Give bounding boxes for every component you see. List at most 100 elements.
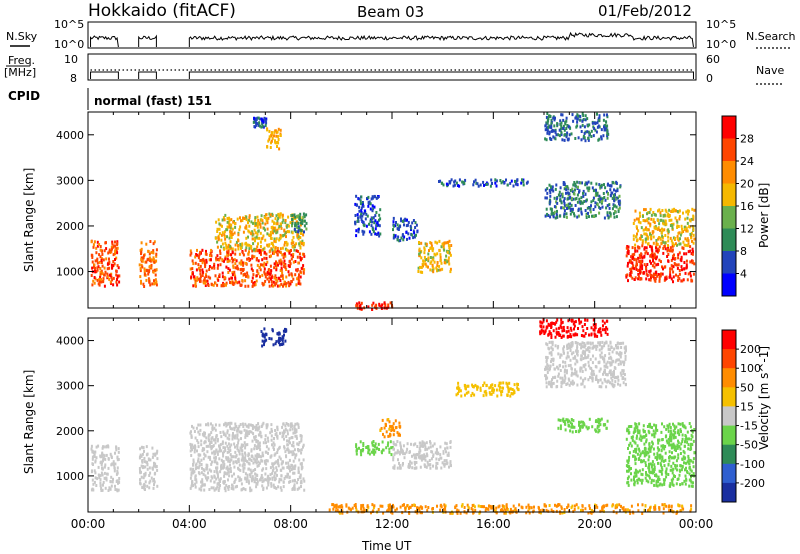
heatmap-cell [599,184,602,188]
heatmap-cell [545,126,548,130]
heatmap-cell [254,454,257,458]
heatmap-cell [678,277,681,281]
heatmap-cell [587,180,590,184]
heatmap-cell [205,476,207,480]
heatmap-cell [227,422,230,426]
heatmap-cell [652,218,655,222]
heatmap-cell [233,472,235,476]
heatmap-cell [278,224,281,228]
heatmap-cell [291,221,294,225]
heatmap-cell [613,204,616,208]
heatmap-cell [277,464,280,468]
heatmap-cell [400,447,402,451]
heatmap-cell [299,218,301,221]
heatmap-cell [221,258,224,262]
heatmap-cell [208,456,211,459]
heatmap-cell [199,428,202,432]
freq-tick-top: 10 [64,53,78,66]
heatmap-cell [661,468,664,472]
heatmap-cell [224,472,227,476]
heatmap-cell [545,319,548,323]
heatmap-cell [647,458,650,462]
heatmap-cell [604,328,606,332]
heatmap-cell [269,146,272,149]
heatmap-cell [586,355,589,359]
heatmap-cell [284,221,287,224]
heatmap-cell [248,473,251,477]
heatmap-cell [273,447,275,451]
heatmap-cell [270,233,272,237]
heatmap-cell [413,466,416,470]
heatmap-cell [424,455,427,459]
heatmap-cell [383,301,386,305]
heatmap-cell [681,268,683,272]
heatmap-cell [267,139,270,143]
heatmap-cell [270,427,273,431]
heatmap-cell [110,245,113,249]
heatmap-cell [250,245,253,248]
heatmap-cell [192,460,195,464]
heatmap-cell [257,422,260,426]
heatmap-cell [267,451,269,455]
heatmap-cell [292,486,295,490]
heatmap-cell [390,429,393,432]
heatmap-cell [268,135,271,139]
heatmap-cell [681,279,684,283]
heatmap-cell [596,420,599,424]
heatmap-cell [599,353,602,357]
heatmap-cell [545,116,548,119]
heatmap-cell [287,448,290,452]
heatmap-cell [216,450,219,454]
heatmap-cell [390,425,393,429]
heatmap-cell [692,217,695,221]
heatmap-cell [225,245,228,249]
heatmap-cell [618,203,621,207]
heatmap-cell [242,487,245,490]
heatmap-cell [387,441,390,445]
heatmap-cell [598,419,601,423]
heatmap-cell [256,474,259,477]
heatmap-cell [104,463,107,467]
heatmap-cell [610,376,613,380]
heatmap-cell [242,425,245,428]
heatmap-cell [281,337,284,341]
heatmap-cell [280,260,283,264]
heatmap-cell [684,271,687,275]
heatmap-cell [248,432,250,435]
heatmap-cell [586,206,589,210]
heatmap-cell [378,213,381,217]
heatmap-cell [545,381,548,385]
heatmap-cell [687,272,690,276]
heatmap-cell [225,228,228,232]
heatmap-cell [103,465,106,469]
heatmap-cell [630,270,633,274]
heatmap-cell [230,253,233,257]
heatmap-cell [585,214,588,218]
heatmap-cell [436,452,439,456]
heatmap-cell [205,423,207,427]
heatmap-cell [218,273,221,277]
heatmap-cell [283,446,286,450]
heatmap-cell [573,320,576,324]
heatmap-cell [102,459,104,463]
heatmap-cell [223,432,225,436]
heatmap-cell [558,190,561,194]
heatmap-cell [286,223,289,227]
heatmap-cell [283,265,286,268]
heatmap-cell [641,241,644,245]
heatmap-cell [432,464,434,468]
heatmap-cell [552,129,555,133]
heatmap-cell [261,332,264,336]
heatmap-cell [479,388,482,392]
heatmap-cell [253,228,256,232]
heatmap-cell [559,376,562,380]
heatmap-cell [143,474,146,478]
heatmap-cell [601,340,604,344]
heatmap-cell [191,479,194,483]
heatmap-cell [240,262,243,266]
heatmap-cell [258,121,261,125]
heatmap-cell [253,281,256,284]
heatmap-cell [420,458,423,462]
heatmap-cell [194,463,197,467]
heatmap-cell [457,385,460,389]
